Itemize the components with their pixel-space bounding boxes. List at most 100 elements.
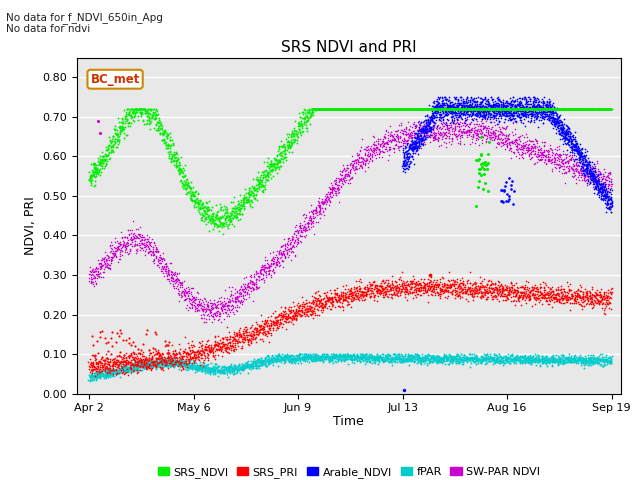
Point bbox=[201, 345, 211, 352]
Point bbox=[306, 300, 316, 307]
Point bbox=[236, 324, 246, 332]
Point bbox=[142, 362, 152, 370]
Point bbox=[95, 358, 105, 366]
Point bbox=[182, 363, 192, 371]
Point bbox=[294, 121, 304, 129]
Point bbox=[447, 108, 457, 115]
Point bbox=[392, 132, 402, 139]
Point bbox=[240, 364, 250, 372]
Point bbox=[425, 357, 435, 365]
Point bbox=[401, 150, 412, 157]
Point bbox=[366, 105, 376, 113]
Point bbox=[428, 285, 438, 293]
Point bbox=[514, 107, 524, 114]
Point bbox=[472, 287, 483, 294]
Point bbox=[343, 105, 353, 113]
Point bbox=[508, 112, 518, 120]
Point bbox=[111, 360, 122, 368]
Point bbox=[527, 111, 538, 119]
Point bbox=[263, 356, 273, 363]
Point bbox=[488, 105, 499, 113]
Point bbox=[168, 161, 179, 169]
Point bbox=[339, 173, 349, 180]
Point bbox=[496, 105, 506, 113]
Point bbox=[142, 363, 152, 371]
Point bbox=[282, 355, 292, 363]
Point bbox=[120, 123, 130, 131]
Point bbox=[577, 160, 588, 168]
Point bbox=[534, 358, 544, 366]
Point bbox=[424, 119, 435, 127]
Point bbox=[286, 354, 296, 362]
Point bbox=[547, 151, 557, 159]
Point bbox=[244, 363, 255, 371]
Point bbox=[212, 300, 223, 308]
Point bbox=[318, 300, 328, 308]
Point bbox=[442, 109, 452, 117]
Point bbox=[159, 127, 170, 135]
Point bbox=[547, 111, 557, 119]
Point bbox=[498, 105, 508, 113]
Point bbox=[493, 286, 504, 293]
Point bbox=[586, 165, 596, 173]
Point bbox=[499, 115, 509, 122]
Point bbox=[564, 353, 574, 361]
Point bbox=[274, 311, 284, 318]
Point bbox=[419, 126, 429, 133]
Point bbox=[573, 151, 584, 158]
Point bbox=[435, 101, 445, 109]
Point bbox=[159, 272, 169, 279]
Point bbox=[316, 105, 326, 113]
Point bbox=[589, 174, 599, 182]
Point bbox=[573, 161, 584, 169]
Point bbox=[243, 338, 253, 346]
Point bbox=[589, 177, 599, 185]
Point bbox=[146, 366, 156, 373]
Point bbox=[284, 131, 294, 138]
Point bbox=[337, 354, 347, 361]
Point bbox=[442, 105, 452, 113]
Point bbox=[273, 352, 284, 360]
Point bbox=[224, 363, 234, 371]
Point bbox=[432, 103, 442, 110]
Point bbox=[554, 164, 564, 172]
Point bbox=[247, 278, 257, 286]
Point bbox=[153, 257, 163, 265]
Point bbox=[383, 354, 393, 361]
Point bbox=[354, 105, 364, 113]
Point bbox=[252, 357, 262, 364]
Point bbox=[594, 177, 604, 184]
Point bbox=[502, 134, 512, 142]
Point bbox=[563, 129, 573, 136]
Point bbox=[412, 352, 422, 360]
Point bbox=[333, 356, 344, 363]
Point bbox=[462, 129, 472, 136]
Point bbox=[571, 105, 581, 113]
Point bbox=[100, 161, 111, 169]
Point bbox=[95, 265, 105, 273]
Point bbox=[297, 122, 307, 130]
Point bbox=[350, 105, 360, 113]
Point bbox=[526, 142, 536, 150]
Point bbox=[411, 143, 421, 151]
Point bbox=[195, 364, 205, 372]
Point bbox=[557, 288, 568, 296]
Point bbox=[506, 97, 516, 105]
Point bbox=[310, 105, 321, 113]
Point bbox=[326, 105, 336, 113]
Point bbox=[364, 105, 374, 113]
Point bbox=[406, 278, 416, 286]
Point bbox=[341, 293, 351, 301]
Point bbox=[444, 351, 454, 359]
Point bbox=[172, 361, 182, 369]
Point bbox=[402, 105, 412, 113]
Point bbox=[110, 360, 120, 368]
Point bbox=[308, 105, 318, 113]
Point bbox=[518, 358, 529, 365]
Point bbox=[557, 357, 567, 365]
Point bbox=[536, 355, 547, 362]
Point bbox=[260, 360, 270, 368]
Point bbox=[246, 187, 256, 195]
Point bbox=[89, 372, 99, 379]
Point bbox=[90, 372, 100, 379]
